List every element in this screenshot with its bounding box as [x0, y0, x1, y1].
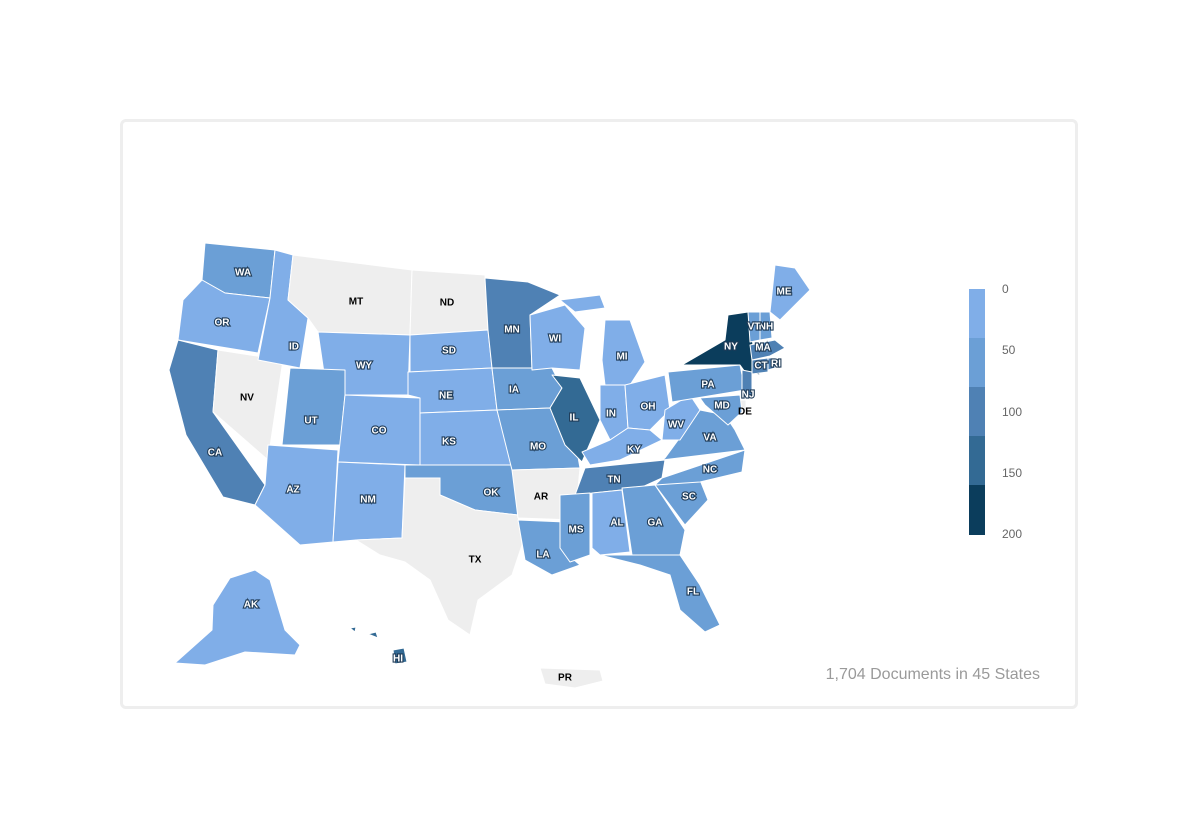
state-label-nm: NM [360, 495, 376, 506]
state-me[interactable] [769, 264, 811, 321]
state-label-ar: AR [534, 492, 549, 503]
state-ut[interactable] [281, 367, 346, 446]
state-pr[interactable] [539, 667, 604, 689]
state-label-ca: CA [208, 448, 222, 459]
state-az[interactable] [254, 444, 339, 546]
state-label-az: AZ [286, 485, 299, 496]
state-label-la: LA [536, 550, 549, 561]
state-or[interactable] [177, 279, 271, 354]
state-label-in: IN [606, 409, 616, 420]
legend-tick-label: 50 [1002, 343, 1016, 358]
state-ia[interactable] [491, 367, 563, 411]
state-label-sd: SD [442, 346, 456, 357]
state-label-ia: IA [509, 385, 519, 396]
state-label-co: CO [372, 426, 387, 437]
documents-summary: 1,704 Documents in 45 States [825, 666, 1040, 683]
state-md[interactable] [699, 394, 743, 426]
state-label-pa: PA [701, 380, 714, 391]
legend-tick-label: 150 [1002, 465, 1023, 480]
legend-swatch [969, 485, 985, 535]
state-label-ok: OK [484, 488, 500, 499]
state-ak[interactable] [174, 569, 301, 666]
state-label-ky: KY [627, 445, 641, 456]
state-nj[interactable] [741, 369, 753, 399]
state-ky[interactable] [581, 427, 663, 466]
legend-tick-label: 200 [1002, 527, 1023, 541]
state-ga[interactable] [621, 484, 686, 556]
state-label-il: IL [570, 413, 579, 424]
state-label-nj: NJ [742, 390, 755, 401]
state-label-nv: NV [240, 393, 254, 404]
state-label-ri: RI [771, 359, 781, 370]
state-label-ga: GA [648, 518, 663, 529]
state-il[interactable] [549, 374, 601, 463]
state-label-nh: NH [759, 322, 773, 333]
legend-tick-label: 0 [1002, 282, 1009, 296]
state-wi[interactable] [529, 304, 586, 371]
state-ri[interactable] [767, 357, 776, 371]
state-label-ks: KS [442, 437, 456, 448]
state-label-md: MD [714, 401, 730, 412]
state-label-ne: NE [439, 391, 453, 402]
state-ct[interactable] [751, 357, 769, 375]
state-label-wv: WV [668, 420, 684, 431]
color-scale-legend [969, 289, 985, 535]
state-label-ms: MS [569, 525, 584, 536]
state-label-nc: NC [703, 465, 717, 476]
state-label-va: VA [703, 433, 716, 444]
legend-swatch [969, 387, 985, 437]
state-label-ma: MA [755, 343, 771, 354]
legend-swatch [969, 338, 985, 388]
state-label-al: AL [610, 518, 623, 529]
state-label-pr: PR [558, 673, 573, 684]
state-ms[interactable] [559, 492, 591, 563]
state-tx[interactable] [355, 477, 523, 636]
state-label-ny: NY [724, 342, 738, 353]
state-label-id: ID [289, 342, 299, 353]
state-label-wi: WI [549, 334, 561, 345]
state-label-ak: AK [244, 600, 259, 611]
state-vt[interactable] [747, 311, 761, 343]
state-label-tx: TX [469, 555, 482, 566]
state-fl[interactable] [599, 554, 721, 633]
state-oh[interactable] [624, 374, 671, 431]
state-label-fl: FL [687, 587, 699, 598]
state-ks[interactable] [419, 409, 513, 466]
legend-tick-label: 100 [1002, 404, 1023, 419]
state-label-wy: WY [356, 361, 372, 372]
state-label-mi: MI [616, 352, 627, 363]
state-label-mo: MO [530, 442, 546, 453]
state-label-nd: ND [440, 298, 454, 309]
state-nc[interactable] [654, 449, 746, 486]
state-label-mt: MT [349, 297, 363, 308]
state-label-or: OR [215, 318, 231, 329]
state-label-me: ME [777, 287, 792, 298]
legend-swatch [969, 289, 985, 339]
state-label-ct: CT [754, 361, 767, 372]
state-al[interactable] [591, 489, 631, 556]
state-label-mn: MN [504, 325, 520, 336]
state-label-de: DE [738, 407, 752, 418]
state-label-vt: VT [748, 322, 761, 333]
state-label-oh: OH [641, 402, 656, 413]
state-label-wa: WA [235, 268, 251, 279]
state-label-sc: SC [682, 492, 696, 503]
state-label-hi: HI [393, 654, 403, 665]
legend-swatch [969, 436, 985, 486]
state-label-tn: TN [607, 475, 620, 486]
state-hi[interactable] [349, 626, 408, 665]
state-label-ut: UT [304, 416, 317, 427]
state-ma[interactable] [749, 339, 786, 361]
